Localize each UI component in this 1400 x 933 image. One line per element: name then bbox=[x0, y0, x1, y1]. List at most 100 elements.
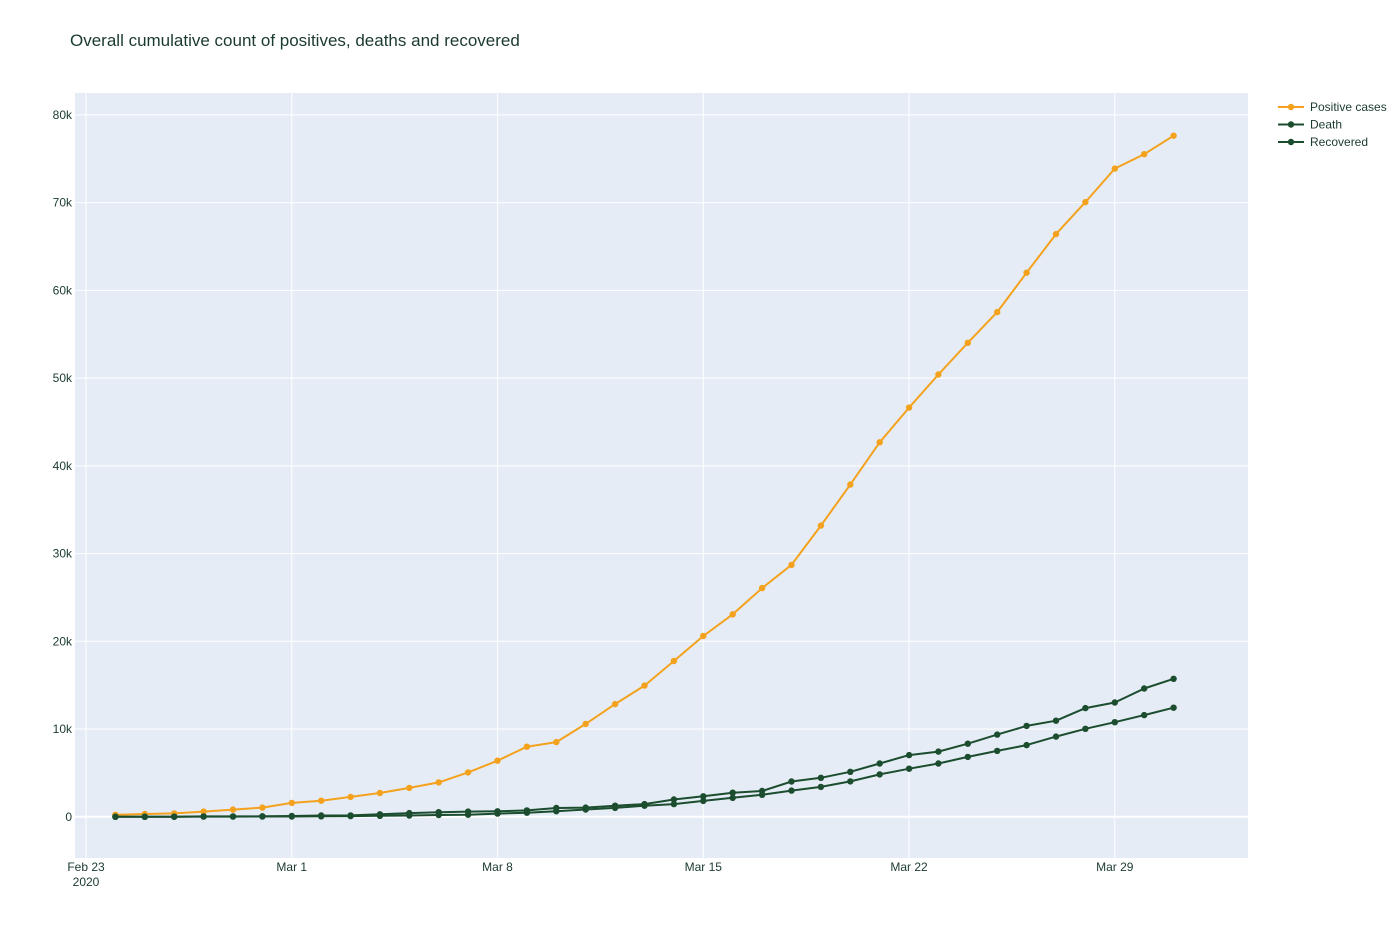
data-point[interactable] bbox=[670, 796, 678, 803]
data-point[interactable] bbox=[788, 778, 795, 785]
data-point[interactable] bbox=[523, 807, 531, 814]
data-point[interactable] bbox=[817, 783, 825, 791]
legend[interactable]: Positive cases Death Recovered bbox=[1278, 100, 1387, 149]
data-point[interactable] bbox=[1111, 719, 1119, 726]
legend-item-positive-cases[interactable]: Positive cases bbox=[1278, 100, 1387, 114]
data-point[interactable] bbox=[876, 760, 883, 767]
data-point[interactable] bbox=[1082, 704, 1089, 712]
data-point[interactable] bbox=[1141, 685, 1148, 692]
data-point[interactable] bbox=[729, 611, 736, 618]
data-point[interactable] bbox=[229, 806, 237, 813]
data-point[interactable] bbox=[1023, 269, 1030, 276]
data-point[interactable] bbox=[406, 809, 413, 817]
data-point[interactable] bbox=[582, 804, 589, 811]
data-point[interactable] bbox=[876, 439, 883, 446]
data-point[interactable] bbox=[1082, 198, 1089, 206]
data-point[interactable] bbox=[318, 797, 325, 804]
data-point[interactable] bbox=[817, 522, 825, 529]
y-tick-label: 20k bbox=[53, 634, 73, 648]
data-point[interactable] bbox=[553, 804, 560, 812]
data-point[interactable] bbox=[817, 774, 825, 781]
data-point[interactable] bbox=[700, 797, 707, 805]
data-point[interactable] bbox=[758, 787, 766, 795]
data-point[interactable] bbox=[200, 808, 207, 815]
data-point[interactable] bbox=[1170, 704, 1177, 711]
data-point[interactable] bbox=[1170, 675, 1177, 682]
data-point[interactable] bbox=[435, 809, 442, 816]
data-point[interactable] bbox=[641, 682, 648, 689]
x-tick-label: Mar 15 bbox=[685, 860, 723, 874]
data-point[interactable] bbox=[905, 751, 913, 759]
data-point[interactable] bbox=[200, 813, 207, 820]
data-point[interactable] bbox=[670, 800, 678, 808]
series-positive-cases[interactable] bbox=[112, 132, 1177, 819]
data-point[interactable] bbox=[641, 800, 648, 808]
data-point[interactable] bbox=[1111, 165, 1119, 172]
data-point[interactable] bbox=[905, 765, 913, 772]
data-point[interactable] bbox=[1141, 711, 1148, 719]
data-point[interactable] bbox=[229, 813, 237, 820]
data-point[interactable] bbox=[1082, 725, 1089, 732]
data-point[interactable] bbox=[788, 787, 795, 794]
data-point[interactable] bbox=[376, 811, 384, 818]
data-point[interactable] bbox=[288, 812, 295, 820]
data-point[interactable] bbox=[494, 757, 501, 764]
data-point[interactable] bbox=[700, 632, 707, 640]
data-point[interactable] bbox=[523, 743, 531, 750]
data-point[interactable] bbox=[406, 784, 413, 792]
data-point[interactable] bbox=[611, 802, 619, 809]
data-point[interactable] bbox=[935, 371, 942, 378]
data-point[interactable] bbox=[847, 778, 854, 785]
data-point[interactable] bbox=[1141, 151, 1148, 158]
legend-marker-swatch bbox=[1287, 103, 1295, 111]
data-point[interactable] bbox=[259, 813, 266, 820]
data-point[interactable] bbox=[435, 779, 442, 786]
data-point[interactable] bbox=[347, 793, 354, 801]
legend-item-recovered[interactable]: Recovered bbox=[1278, 135, 1368, 149]
data-point[interactable] bbox=[964, 339, 971, 346]
data-point[interactable] bbox=[670, 657, 678, 665]
data-point[interactable] bbox=[847, 768, 854, 775]
data-point[interactable] bbox=[1111, 699, 1119, 706]
data-point[interactable] bbox=[847, 481, 854, 488]
data-point[interactable] bbox=[788, 561, 795, 569]
data-point[interactable] bbox=[905, 404, 913, 411]
data-point[interactable] bbox=[318, 812, 325, 819]
data-point[interactable] bbox=[171, 813, 178, 820]
x-tick-label: Mar 8 bbox=[482, 860, 513, 874]
data-point[interactable] bbox=[994, 747, 1001, 755]
data-point[interactable] bbox=[494, 808, 501, 815]
data-point[interactable] bbox=[1023, 741, 1030, 749]
data-point[interactable] bbox=[582, 720, 589, 728]
legend-item-death[interactable]: Death bbox=[1278, 118, 1342, 132]
data-point[interactable] bbox=[758, 584, 766, 592]
series-recovered[interactable] bbox=[112, 675, 1177, 820]
data-point[interactable] bbox=[259, 804, 266, 811]
data-point[interactable] bbox=[700, 793, 707, 800]
data-point[interactable] bbox=[553, 738, 560, 746]
data-point[interactable] bbox=[935, 760, 942, 767]
data-point[interactable] bbox=[1052, 717, 1060, 724]
data-point[interactable] bbox=[376, 789, 384, 797]
data-point[interactable] bbox=[935, 748, 942, 755]
data-point[interactable] bbox=[1052, 733, 1060, 740]
data-point[interactable] bbox=[464, 808, 472, 815]
data-point[interactable] bbox=[729, 794, 736, 801]
data-point[interactable] bbox=[1170, 132, 1177, 139]
data-point[interactable] bbox=[112, 813, 119, 820]
data-point[interactable] bbox=[1052, 230, 1060, 238]
data-point[interactable] bbox=[1023, 722, 1030, 730]
data-point[interactable] bbox=[288, 799, 295, 807]
data-point[interactable] bbox=[141, 813, 148, 820]
data-point[interactable] bbox=[964, 740, 971, 747]
data-point[interactable] bbox=[729, 789, 736, 796]
data-point[interactable] bbox=[876, 771, 883, 778]
data-point[interactable] bbox=[994, 731, 1001, 738]
data-point[interactable] bbox=[347, 812, 354, 819]
data-point[interactable] bbox=[611, 700, 619, 708]
data-point[interactable] bbox=[964, 753, 971, 761]
data-point[interactable] bbox=[464, 769, 472, 776]
data-point[interactable] bbox=[994, 308, 1001, 316]
